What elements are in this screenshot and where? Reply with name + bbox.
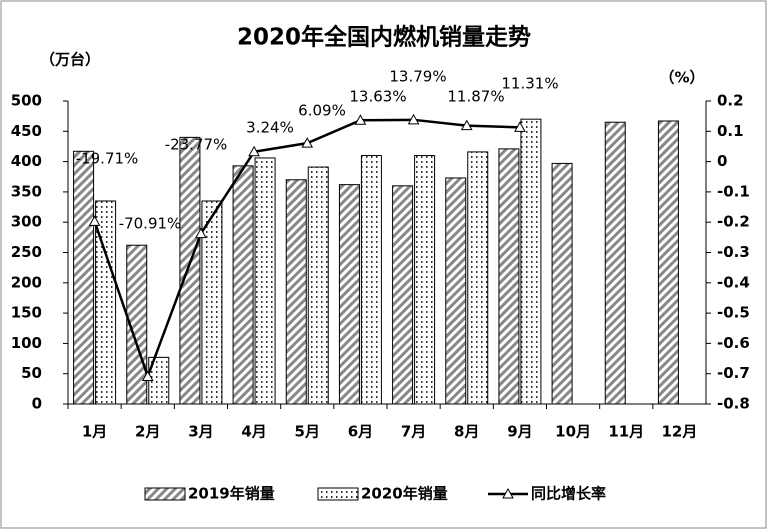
bar bbox=[307, 166, 329, 405]
bar bbox=[551, 162, 573, 405]
y-tick-label: 0 bbox=[32, 395, 42, 413]
y2-tick-label: -0.2 bbox=[717, 213, 750, 231]
y-tick-label: 50 bbox=[21, 364, 42, 382]
data-label: -19.71% bbox=[76, 150, 139, 168]
bar bbox=[520, 118, 542, 405]
y-tick-label: 100 bbox=[11, 334, 42, 352]
y-axis-label: （万台） bbox=[40, 51, 100, 69]
y2-tick-label: -0.7 bbox=[717, 364, 750, 382]
data-label: 6.09% bbox=[298, 102, 346, 120]
y2-tick-label: -0.4 bbox=[717, 273, 750, 291]
y-tick-label: 500 bbox=[11, 92, 42, 110]
data-label: -70.91% bbox=[119, 215, 182, 233]
y-tick-label: 300 bbox=[11, 213, 42, 231]
bar bbox=[179, 136, 201, 405]
bar bbox=[498, 148, 520, 405]
bar bbox=[657, 120, 679, 405]
x-tick-label: 7月 bbox=[401, 423, 426, 441]
x-tick-label: 12月 bbox=[661, 423, 697, 441]
legend-swatch bbox=[144, 487, 186, 501]
x-tick-label: 9月 bbox=[507, 423, 532, 441]
x-tick-label: 11月 bbox=[608, 423, 644, 441]
y2-tick-label: 0.2 bbox=[717, 92, 744, 110]
bar bbox=[201, 200, 223, 405]
marker bbox=[301, 137, 314, 148]
bar bbox=[73, 150, 95, 405]
bar bbox=[254, 157, 276, 405]
marker bbox=[514, 121, 526, 132]
y2-axis-label: （%） bbox=[659, 69, 704, 87]
y2-tick-label: -0.5 bbox=[717, 304, 750, 322]
bar bbox=[467, 151, 489, 405]
marker bbox=[88, 215, 101, 226]
y-tick-label: 250 bbox=[11, 243, 42, 261]
data-label: 3.24% bbox=[246, 119, 294, 137]
x-tick-label: 6月 bbox=[348, 423, 373, 441]
bar bbox=[360, 155, 382, 405]
legend-label: 同比增长率 bbox=[531, 485, 606, 503]
x-tick-label: 5月 bbox=[295, 423, 320, 441]
marker bbox=[354, 114, 367, 125]
data-label: 11.87% bbox=[447, 88, 504, 106]
bar bbox=[95, 200, 117, 405]
marker bbox=[195, 227, 207, 239]
bar bbox=[414, 155, 436, 405]
x-tick-label: 8月 bbox=[454, 423, 479, 441]
data-label: 11.31% bbox=[501, 75, 558, 93]
y2-tick-label: 0 bbox=[717, 152, 727, 170]
marker bbox=[141, 370, 154, 381]
y2-tick-label: 0.1 bbox=[717, 122, 744, 140]
chart-title: 2020年全国内燃机销量走势 bbox=[237, 24, 531, 51]
bar bbox=[392, 185, 414, 405]
y2-tick-label: -0.1 bbox=[717, 182, 750, 200]
x-tick-label: 3月 bbox=[188, 423, 213, 441]
bar bbox=[445, 177, 467, 405]
y-tick-label: 400 bbox=[11, 152, 42, 170]
legend-label: 2019年销量 bbox=[188, 485, 275, 503]
legend-marker bbox=[502, 487, 514, 499]
bar bbox=[126, 244, 148, 405]
bar bbox=[232, 165, 254, 405]
y2-tick-label: -0.8 bbox=[717, 395, 750, 413]
marker bbox=[248, 145, 260, 157]
y-tick-label: 200 bbox=[11, 273, 42, 291]
x-tick-label: 10月 bbox=[555, 423, 591, 441]
bar bbox=[338, 184, 360, 405]
bar bbox=[285, 179, 307, 405]
y2-tick-label: -0.3 bbox=[717, 243, 750, 261]
marker bbox=[460, 119, 473, 131]
data-label: 13.63% bbox=[349, 88, 406, 106]
legend-label: 2020年销量 bbox=[361, 485, 448, 503]
data-label: 13.79% bbox=[389, 68, 446, 86]
marker bbox=[407, 113, 420, 125]
data-label: -23.77% bbox=[165, 136, 228, 154]
bar bbox=[604, 121, 626, 405]
x-tick-label: 2月 bbox=[135, 423, 160, 441]
y-tick-label: 350 bbox=[11, 182, 42, 200]
legend-swatch bbox=[317, 487, 359, 501]
x-tick-label: 1月 bbox=[82, 423, 107, 441]
y-tick-label: 150 bbox=[11, 304, 42, 322]
y2-tick-label: -0.6 bbox=[717, 334, 750, 352]
x-tick-label: 4月 bbox=[241, 423, 266, 441]
y-tick-label: 450 bbox=[11, 122, 42, 140]
